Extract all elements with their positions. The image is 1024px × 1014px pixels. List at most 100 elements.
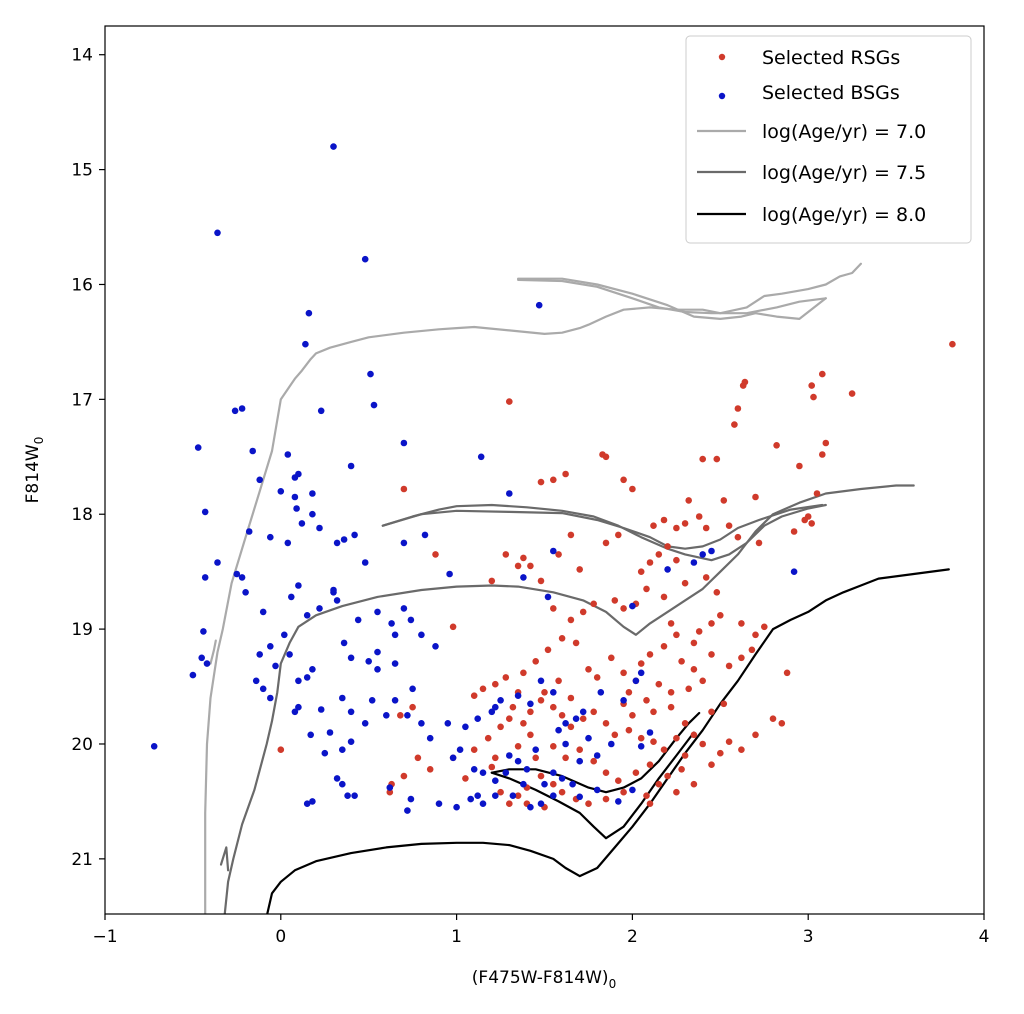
bsg-point-27 <box>298 520 306 527</box>
rsg-point-171 <box>514 792 522 799</box>
rsg-point-90 <box>643 697 650 704</box>
rsg-point-95 <box>650 708 657 716</box>
bsg-point-142 <box>550 547 557 555</box>
rsg-point-122 <box>585 666 592 673</box>
rsg-point-42 <box>673 556 680 564</box>
rsg-point-48 <box>702 574 710 581</box>
bsg-point-5 <box>302 340 309 348</box>
rsg-point-49 <box>713 589 721 596</box>
rsg-point-5 <box>822 439 830 447</box>
bsg-point-65 <box>309 666 316 673</box>
rsg-point-82 <box>708 651 715 658</box>
rsg-point-71 <box>717 612 724 619</box>
rsg-point-133 <box>479 685 487 693</box>
bsg-point-80 <box>317 706 325 713</box>
rsg-point-75 <box>690 639 698 647</box>
bsg-point-158 <box>374 648 381 656</box>
bsg-point-170 <box>576 757 583 765</box>
rsg-point-35 <box>695 513 703 520</box>
bsg-point-71 <box>347 654 355 662</box>
bsg-point-61 <box>200 628 207 635</box>
bsg-point-22 <box>291 493 299 501</box>
rsg-point-107 <box>602 720 610 727</box>
isochrone-line-1-segment-1 <box>219 846 230 872</box>
rsg-point-43 <box>646 559 654 566</box>
x-tick-label: 1 <box>451 927 462 947</box>
bsg-point-103 <box>492 777 499 784</box>
rsg-point-57 <box>537 577 545 585</box>
rsg-point-160 <box>673 788 680 796</box>
bsg-point-151 <box>664 566 671 573</box>
y-tick-label: 14 <box>71 46 93 66</box>
bsg-point-124 <box>339 780 346 788</box>
rsg-point-176 <box>462 775 469 782</box>
rsg-point-167 <box>558 788 566 796</box>
bsg-point-25 <box>309 510 316 518</box>
isochrone-line-0-segment-3 <box>517 278 827 315</box>
rsg-point-18 <box>620 476 627 484</box>
y-tick-label: 19 <box>71 620 93 640</box>
rsg-point-72 <box>738 620 745 627</box>
y-tick-label: 16 <box>71 275 93 295</box>
rsg-point-85 <box>748 646 756 654</box>
rsg-point-144 <box>590 757 597 765</box>
bsg-point-17 <box>347 462 355 470</box>
bsg-point-50 <box>374 608 381 616</box>
bsg-point-69 <box>295 677 302 685</box>
rsg-point-74 <box>761 623 768 631</box>
bsg-point-102 <box>479 769 487 776</box>
y-axis-label-sub: 0 <box>32 437 46 445</box>
rsg-point-14 <box>699 455 706 463</box>
rsg-point-73 <box>752 631 759 639</box>
scatter-points <box>150 143 956 814</box>
isochrone-line-2-segment-0 <box>266 568 950 914</box>
bsg-point-153 <box>690 559 698 566</box>
bsg-point-82 <box>291 708 299 716</box>
bsg-point-11 <box>194 444 202 451</box>
bsg-point-85 <box>307 731 315 739</box>
rsg-point-132 <box>492 680 499 688</box>
bsg-point-105 <box>479 800 487 807</box>
bsg-point-26 <box>201 508 209 516</box>
x-axis-ticks: −1 0 1 2 3 4 <box>92 914 989 947</box>
bsg-point-104 <box>474 792 482 799</box>
rsg-point-47 <box>681 579 689 587</box>
rsg-point-87 <box>685 685 692 693</box>
bsg-point-76 <box>391 697 399 704</box>
rsg-point-141 <box>550 743 557 750</box>
bsg-point-165 <box>550 792 557 799</box>
y-tick-label: 20 <box>71 735 93 755</box>
rsg-point-76 <box>673 631 680 639</box>
rsg-point-94 <box>629 712 636 719</box>
rsg-point-128 <box>544 646 552 654</box>
x-tick-label: 3 <box>803 927 814 947</box>
legend-label-age-7-0: log(Age/yr) = 7.0 <box>762 121 926 143</box>
bsg-point-127 <box>339 746 346 753</box>
rsg-point-115 <box>520 720 527 727</box>
bsg-point-132 <box>514 692 522 699</box>
x-axis-label-sub: 0 <box>609 977 617 991</box>
bsg-point-126 <box>333 775 341 782</box>
rsg-point-178 <box>426 766 434 773</box>
rsg-point-32 <box>734 533 742 541</box>
rsg-point-129 <box>532 658 539 665</box>
isochrone-lines <box>204 262 950 914</box>
rsg-point-79 <box>637 660 645 667</box>
bsg-point-134 <box>537 677 545 685</box>
bsg-point-56 <box>432 643 439 650</box>
rsg-point-125 <box>620 669 627 677</box>
bsg-point-84 <box>189 671 197 679</box>
rsg-point-114 <box>527 708 534 716</box>
rsg-point-100 <box>690 731 698 739</box>
rsg-point-147 <box>632 769 640 776</box>
bsg-point-137 <box>555 726 562 734</box>
legend: Selected RSGs Selected BSGs log(Age/yr) … <box>685 35 972 244</box>
x-tick-label: 2 <box>627 927 638 947</box>
bsg-point-34 <box>351 531 358 539</box>
rsg-point-30 <box>790 528 798 535</box>
bsg-point-100 <box>449 754 457 762</box>
bsg-point-64 <box>286 651 293 658</box>
bsg-point-156 <box>421 531 429 539</box>
bsg-point-12 <box>249 447 256 455</box>
y-axis-ticks: 14 15 16 17 18 19 20 21 <box>71 46 105 870</box>
